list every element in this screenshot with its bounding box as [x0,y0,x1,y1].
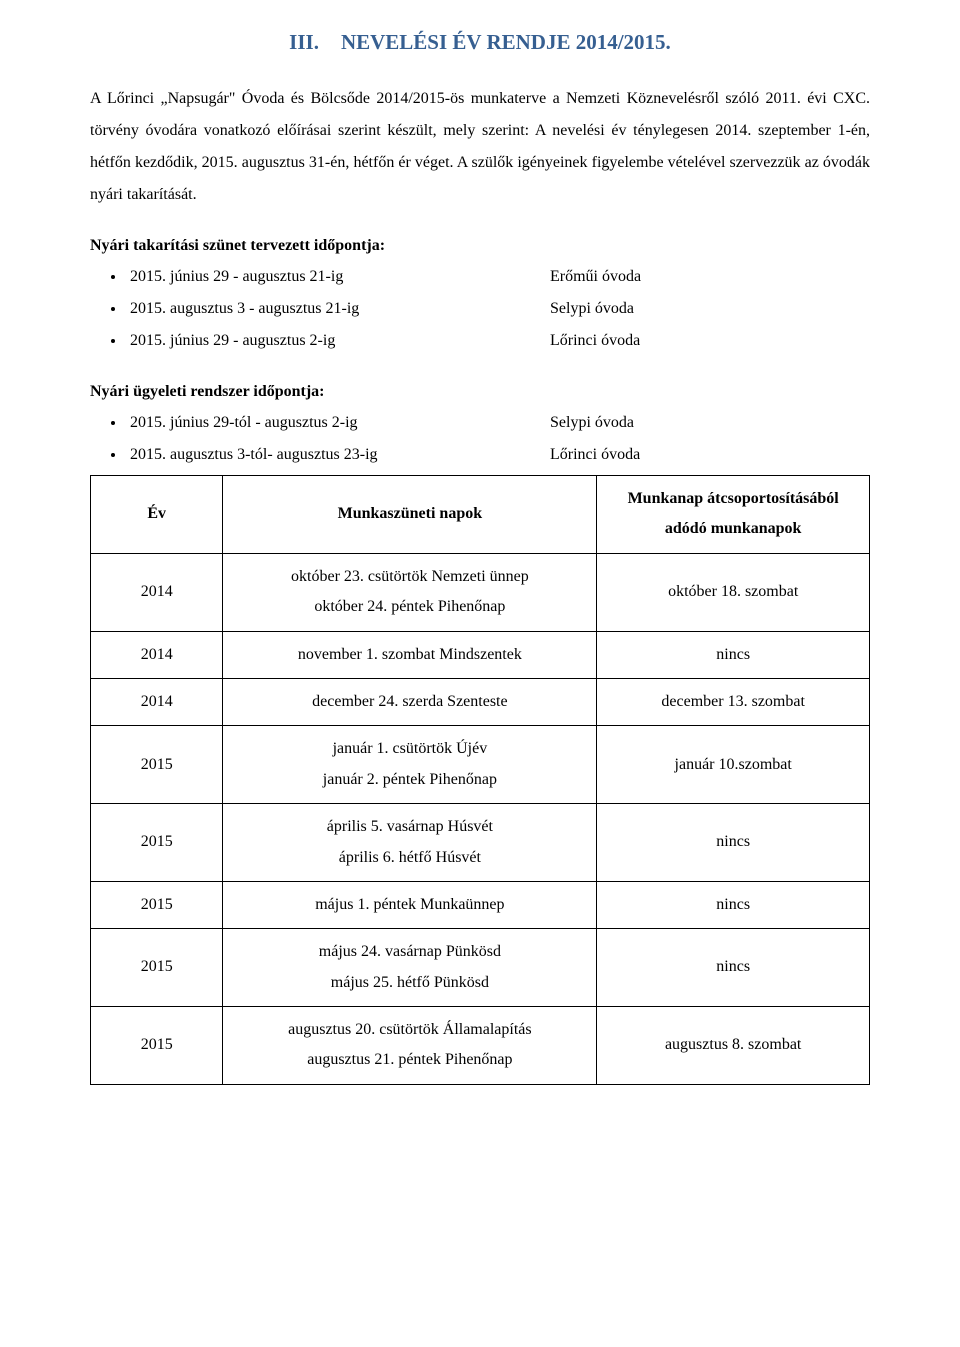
intro-paragraph: A Lőrinci „Napsugár" Óvoda és Bölcsőde 2… [90,83,870,211]
list-item: 2015. augusztus 3-tól- augusztus 23-ig L… [126,439,870,471]
cell-holidays: október 23. csütörtök Nemzeti ünnepoktób… [223,553,597,631]
cell-workdays: december 13. szombat [597,678,870,725]
cleaning-range: 2015. augusztus 3 - augusztus 21-ig [130,293,550,325]
cell-year: 2015 [91,881,223,928]
table-row: 2014 december 24. szerda Szenteste decem… [91,678,870,725]
table-row: 2015 április 5. vasárnap Húsvétáprilis 6… [91,804,870,882]
list-item: 2015. június 29 - augusztus 21-ig Erőműi… [126,261,870,293]
duty-place: Lőrinci óvoda [550,439,870,471]
table-row: 2014 november 1. szombat Mindszentek nin… [91,631,870,678]
page-heading: III. NEVELÉSI ÉV RENDJE 2014/2015. [90,30,870,55]
cell-year: 2015 [91,726,223,804]
table-row: 2015 május 1. péntek Munkaünnep nincs [91,881,870,928]
cell-workdays: augusztus 8. szombat [597,1007,870,1085]
cleaning-range: 2015. június 29 - augusztus 2-ig [130,325,550,357]
cell-workdays: január 10.szombat [597,726,870,804]
cell-holidays: január 1. csütörtök Újévjanuár 2. péntek… [223,726,597,804]
cell-holidays: május 1. péntek Munkaünnep [223,881,597,928]
cleaning-label: Nyári takarítási szünet tervezett időpon… [90,237,870,255]
cell-workdays: nincs [597,929,870,1007]
cell-year: 2014 [91,631,223,678]
table-body: 2014 október 23. csütörtök Nemzeti ünnep… [91,553,870,1084]
cell-year: 2015 [91,929,223,1007]
duty-range: 2015. június 29-tól - augusztus 2-ig [130,407,550,439]
cleaning-range: 2015. június 29 - augusztus 21-ig [130,261,550,293]
table-row: 2015 augusztus 20. csütörtök Államalapít… [91,1007,870,1085]
cell-holidays: május 24. vasárnap Pünkösdmájus 25. hétf… [223,929,597,1007]
document-page: III. NEVELÉSI ÉV RENDJE 2014/2015. A Lőr… [0,0,960,1125]
duty-place: Selypi óvoda [550,407,870,439]
col-year: Év [91,476,223,554]
cleaning-list: 2015. június 29 - augusztus 21-ig Erőműi… [126,261,870,357]
cell-workdays: nincs [597,881,870,928]
cleaning-place: Lőrinci óvoda [550,325,870,357]
schedule-table: Év Munkaszüneti napok Munkanap átcsoport… [90,475,870,1085]
list-item: 2015. június 29-tól - augusztus 2-ig Sel… [126,407,870,439]
cell-holidays: április 5. vasárnap Húsvétáprilis 6. hét… [223,804,597,882]
cell-year: 2015 [91,804,223,882]
heading-prefix: III. [289,30,319,54]
list-item: 2015. június 29 - augusztus 2-ig Lőrinci… [126,325,870,357]
cell-year: 2014 [91,553,223,631]
list-item: 2015. augusztus 3 - augusztus 21-ig Sely… [126,293,870,325]
cell-year: 2014 [91,678,223,725]
col-workdays: Munkanap átcsoportosításából adódó munka… [597,476,870,554]
duty-range: 2015. augusztus 3-tól- augusztus 23-ig [130,439,550,471]
duty-label: Nyári ügyeleti rendszer időpontja: [90,383,870,401]
duty-list: 2015. június 29-tól - augusztus 2-ig Sel… [126,407,870,471]
cell-workdays: október 18. szombat [597,553,870,631]
heading-title: NEVELÉSI ÉV RENDJE 2014/2015. [341,30,671,54]
cell-year: 2015 [91,1007,223,1085]
cell-holidays: november 1. szombat Mindszentek [223,631,597,678]
table-row: 2014 október 23. csütörtök Nemzeti ünnep… [91,553,870,631]
cell-holidays: augusztus 20. csütörtök Államalapításaug… [223,1007,597,1085]
cleaning-place: Selypi óvoda [550,293,870,325]
cell-workdays: nincs [597,631,870,678]
cell-holidays: december 24. szerda Szenteste [223,678,597,725]
table-header-row: Év Munkaszüneti napok Munkanap átcsoport… [91,476,870,554]
cleaning-place: Erőműi óvoda [550,261,870,293]
col-holidays: Munkaszüneti napok [223,476,597,554]
cell-workdays: nincs [597,804,870,882]
table-row: 2015 május 24. vasárnap Pünkösdmájus 25.… [91,929,870,1007]
table-row: 2015 január 1. csütörtök Újévjanuár 2. p… [91,726,870,804]
